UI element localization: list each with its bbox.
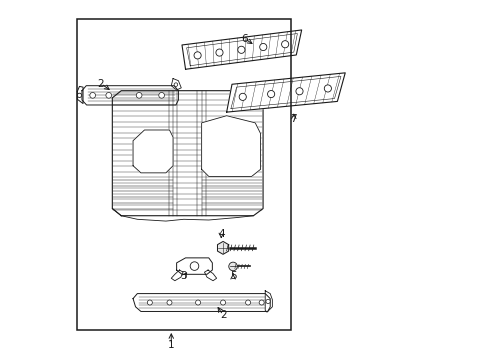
Circle shape <box>106 93 111 98</box>
Text: 3: 3 <box>180 271 187 282</box>
Circle shape <box>220 300 225 305</box>
Polygon shape <box>176 258 212 274</box>
Text: 5: 5 <box>229 271 236 282</box>
Polygon shape <box>77 86 83 104</box>
Bar <box>77 19 290 330</box>
Circle shape <box>147 300 152 305</box>
Polygon shape <box>171 270 183 281</box>
Circle shape <box>239 93 246 100</box>
Polygon shape <box>171 78 181 90</box>
Circle shape <box>324 85 331 92</box>
Polygon shape <box>112 91 263 216</box>
Circle shape <box>195 300 200 305</box>
Circle shape <box>237 46 244 53</box>
Circle shape <box>77 93 81 98</box>
Circle shape <box>136 93 142 98</box>
Circle shape <box>228 262 237 271</box>
Circle shape <box>267 90 274 98</box>
Circle shape <box>174 83 177 86</box>
Polygon shape <box>201 116 260 176</box>
Circle shape <box>166 300 172 305</box>
Circle shape <box>245 300 250 305</box>
Circle shape <box>90 93 95 98</box>
Polygon shape <box>82 86 178 105</box>
Circle shape <box>259 300 264 305</box>
Circle shape <box>295 88 303 95</box>
Polygon shape <box>133 294 270 311</box>
Circle shape <box>216 49 223 56</box>
Text: 7: 7 <box>290 114 297 124</box>
Polygon shape <box>217 242 228 254</box>
Text: 2: 2 <box>98 78 104 89</box>
Polygon shape <box>264 291 272 312</box>
Text: 2: 2 <box>219 310 226 320</box>
Polygon shape <box>133 130 173 173</box>
Polygon shape <box>182 30 301 69</box>
Text: 1: 1 <box>167 340 174 350</box>
Circle shape <box>281 41 288 48</box>
Polygon shape <box>204 270 216 281</box>
Text: 6: 6 <box>241 33 247 44</box>
Circle shape <box>190 262 198 270</box>
Circle shape <box>159 93 164 98</box>
Text: 4: 4 <box>218 229 224 239</box>
Circle shape <box>259 44 266 51</box>
Circle shape <box>194 52 201 59</box>
Polygon shape <box>226 73 345 112</box>
Circle shape <box>265 299 270 303</box>
